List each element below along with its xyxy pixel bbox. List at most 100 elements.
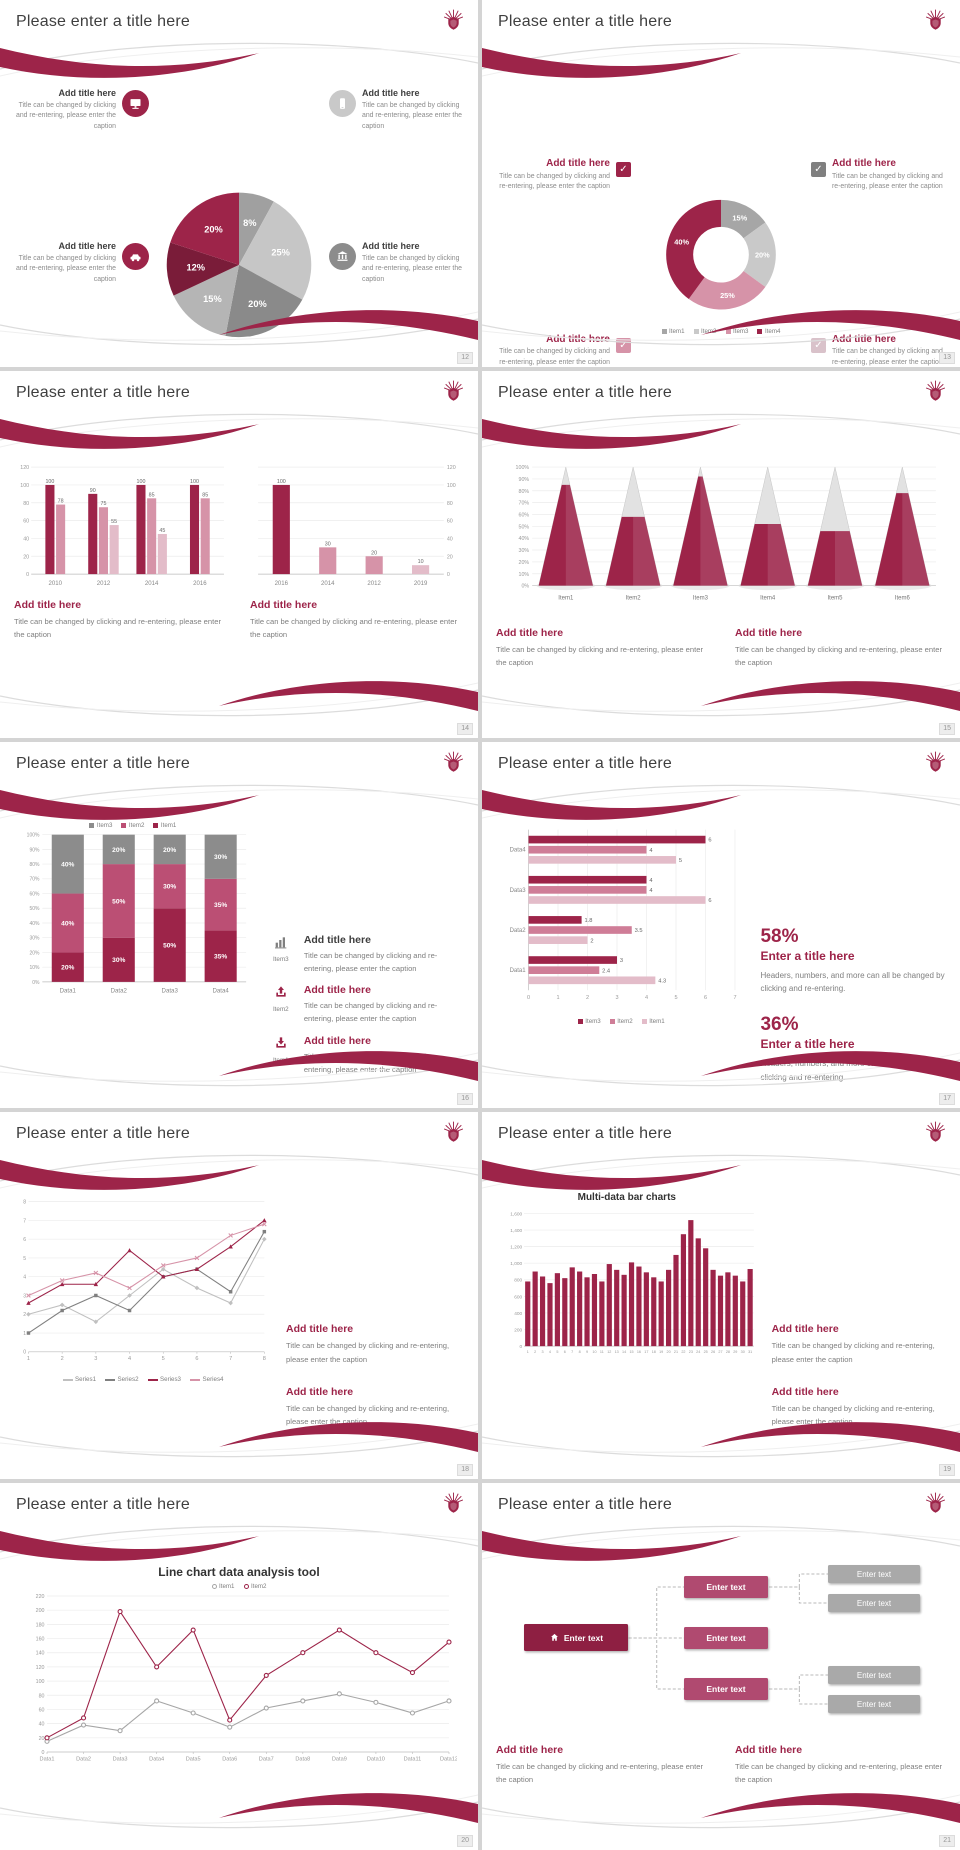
callout-item[interactable]: Add title here Title can be changed by cl… — [14, 241, 149, 286]
callout-title[interactable]: Add title here — [362, 241, 420, 252]
callout-title[interactable]: Add title here — [546, 333, 610, 345]
slide-title-placeholder[interactable]: Please enter a title here — [498, 754, 672, 772]
stat-title[interactable]: Enter a title here — [760, 1036, 855, 1051]
block-caption[interactable]: Title can be changed by clicking and re-… — [496, 644, 703, 667]
block-caption[interactable]: Title can be changed by clicking and re-… — [286, 1341, 450, 1364]
block-title[interactable]: Add title here — [735, 626, 803, 639]
block-caption[interactable]: Title can be changed by clicking and re-… — [771, 1341, 935, 1364]
block-caption[interactable]: Title can be changed by clicking and re-… — [735, 644, 942, 667]
row-title[interactable]: Add title here — [303, 1034, 371, 1047]
block-caption[interactable]: Title can be changed by clicking and re-… — [735, 1762, 942, 1785]
block-caption[interactable]: Title can be changed by clicking and re-… — [14, 617, 221, 640]
stat-caption[interactable]: Headers, numbers, and more can all be ch… — [760, 1058, 945, 1082]
slide-20[interactable]: Please enter a title here Line chart dat… — [0, 1483, 478, 1850]
callout-title[interactable]: Add title here — [546, 158, 610, 170]
callout-title[interactable]: Add title here — [58, 241, 116, 252]
row-caption[interactable]: Title can be changed by clicking and re-… — [303, 1001, 438, 1024]
slide-title-placeholder[interactable]: Please enter a title here — [16, 1496, 190, 1514]
slide-title-placeholder[interactable]: Please enter a title here — [16, 754, 190, 772]
callout-item[interactable]: Add title here Title can be changed by cl… — [496, 158, 631, 193]
block-caption[interactable]: Title can be changed by clicking and re-… — [771, 1403, 935, 1427]
flow-leaf-box[interactable]: Enter text — [828, 1666, 920, 1685]
stat-title[interactable]: Enter a title here — [760, 948, 855, 963]
callout-item[interactable]: Add title here Title can be changed by cl… — [496, 334, 631, 367]
callout-caption[interactable]: Title can be changed by clicking and re-… — [832, 172, 943, 191]
callout-title[interactable]: Add title here — [832, 333, 896, 345]
block-title[interactable]: Add title here — [14, 599, 82, 612]
callout-title[interactable]: Add title here — [362, 88, 420, 98]
icon-text-row[interactable]: Item2 Add title here Title can be changed … — [266, 984, 464, 1026]
slide-14[interactable]: Please enter a title here 0 20 40 60 80 100 12… — [0, 370, 478, 738]
block-title[interactable]: Add title here — [286, 1323, 354, 1336]
slide-17[interactable]: Please enter a title here 0 1 2 3 4 5 6 7 6 4 5 Dat… — [482, 741, 960, 1109]
slide-title-placeholder[interactable]: Please enter a title here — [16, 13, 190, 30]
row-title[interactable]: Add title here — [303, 984, 371, 997]
block-title[interactable]: Add title here — [496, 626, 564, 639]
flow-mid-box[interactable]: Enter text — [684, 1576, 768, 1599]
slide-title-placeholder[interactable]: Please enter a title here — [498, 383, 672, 401]
svg-text:8: 8 — [579, 1351, 581, 1355]
callout-caption[interactable]: Title can be changed by clicking and re-… — [832, 348, 943, 366]
flow-leaf-box[interactable]: Enter text — [828, 1565, 920, 1584]
stacked-bar-chart[interactable]: 0% 10% 20% 30% 40% 50% 60% 70% 80% 90% 100% 20% 40% 4… — [14, 829, 252, 997]
callout-item[interactable]: ✓ Add title here Title can be changed by c… — [811, 158, 946, 193]
callout-item[interactable]: Add title here Title can be changed by cl… — [329, 88, 464, 133]
slide-12[interactable]: Please enter a title here Add title here… — [0, 0, 478, 367]
slide-title-placeholder[interactable]: Please enter a title here — [16, 1125, 190, 1143]
callout-caption[interactable]: Title can be changed by clicking and re-… — [499, 348, 610, 366]
row-title[interactable]: Add title here — [303, 933, 371, 946]
flow-mid-box[interactable]: Enter text — [684, 1627, 768, 1650]
flow-leaf-box[interactable]: Enter text — [828, 1594, 920, 1613]
icon-text-row[interactable]: Item1 Add title here Title can be changed … — [266, 1035, 464, 1077]
row-caption[interactable]: Title can be changed by clicking and re-… — [303, 1051, 438, 1075]
block-caption[interactable]: Title can be changed by clicking and re-… — [286, 1403, 450, 1427]
slide-title-placeholder[interactable]: Please enter a title here — [498, 1125, 672, 1143]
cone-chart[interactable]: 0% 10% 20% 30% 40% 50% 60% 70% 80% 90% 100% Item1 It… — [496, 451, 946, 614]
legend-entry: Item2 — [243, 1583, 266, 1590]
row-caption[interactable]: Title can be changed by clicking and re-… — [303, 950, 438, 973]
callout-item[interactable]: Add title here Title can be changed by cl… — [329, 241, 464, 286]
pie-chart[interactable]: 8% 25% 20% 15% 12% 20% — [156, 177, 322, 349]
flow-root-box[interactable]: Enter text — [524, 1624, 628, 1652]
bar-chart[interactable]: 0 20 40 60 80 100 120 100 2016 30 2014 20 2012 10 2019 — [250, 455, 464, 590]
callout-caption[interactable]: Title can be changed by clicking and re-… — [362, 254, 462, 283]
slide-21[interactable]: Please enter a title here Enter text Ente… — [482, 1483, 960, 1850]
slide-title-placeholder[interactable]: Please enter a title here — [498, 1496, 672, 1514]
block-title[interactable]: Add title here — [286, 1385, 354, 1398]
flow-leaf-box[interactable]: Enter text — [828, 1695, 920, 1714]
block-title[interactable]: Add title here — [771, 1385, 839, 1398]
slide-13[interactable]: Please enter a title here Add title here… — [482, 0, 960, 367]
callout-caption[interactable]: Title can be changed by clicking and re-… — [499, 172, 610, 191]
block-caption[interactable]: Title can be changed by clicking and re-… — [496, 1762, 703, 1785]
block-title[interactable]: Add title here — [735, 1744, 803, 1757]
grouped-bar-chart[interactable]: 0 20 40 60 80 100 120 100 78 2010 90 75 55 2012 100 85 4… — [14, 455, 228, 590]
stat-value[interactable]: 36% — [760, 1013, 799, 1035]
block-caption[interactable]: Title can be changed by clicking and re-… — [250, 617, 457, 640]
line-chart[interactable]: 0 20 40 60 80 100 120 140 160 180 200 220 Data1 Data2… — [21, 1590, 457, 1768]
icon-text-row[interactable]: Item3 Add title here Title can be changed … — [266, 934, 464, 976]
callout-caption[interactable]: Title can be changed by clicking and re-… — [16, 101, 116, 130]
slide-title-placeholder[interactable]: Please enter a title here — [498, 13, 672, 30]
flow-root-label[interactable]: Enter text — [563, 1632, 604, 1643]
slide-16[interactable]: Please enter a title here Item3 Item2 Item… — [0, 741, 478, 1109]
stat-value[interactable]: 58% — [760, 925, 799, 947]
horizontal-bar-chart[interactable]: 0 1 2 3 4 5 6 7 6 4 5 Data4 4 4 6 Data3 1.8 3.5 2 Data2 3 2.4… — [496, 822, 746, 1013]
callout-item[interactable]: ✓ Add title here Title can be changed by c… — [811, 334, 946, 367]
slide-19[interactable]: Please enter a title here Multi-data bar… — [482, 1112, 960, 1480]
slide-15[interactable]: Please enter a title here 0% 10% 20% 30% 40%… — [482, 370, 960, 738]
slide-title-placeholder[interactable]: Please enter a title here — [16, 383, 190, 401]
stat-caption[interactable]: Headers, numbers, and more can all be ch… — [760, 970, 945, 994]
block-title[interactable]: Add title here — [250, 599, 318, 612]
block-title[interactable]: Add title here — [771, 1323, 839, 1336]
block-title[interactable]: Add title here — [496, 1744, 564, 1757]
callout-caption[interactable]: Title can be changed by clicking and re-… — [362, 101, 462, 130]
callout-title[interactable]: Add title here — [832, 158, 896, 170]
callout-caption[interactable]: Title can be changed by clicking and re-… — [16, 254, 116, 283]
flow-mid-box[interactable]: Enter text — [684, 1678, 768, 1701]
callout-title[interactable]: Add title here — [58, 88, 116, 98]
donut-chart[interactable]: 15% 20% 25% 40% — [647, 192, 795, 323]
callout-item[interactable]: Add title here Title can be changed by cl… — [14, 88, 149, 133]
